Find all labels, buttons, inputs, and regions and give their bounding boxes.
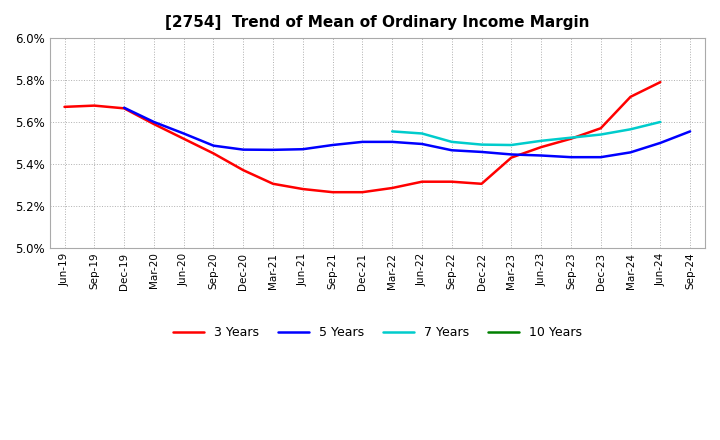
5 Years bbox=[209, 143, 217, 148]
7 Years bbox=[447, 139, 456, 144]
5 Years bbox=[537, 153, 546, 158]
5 Years bbox=[150, 119, 158, 125]
Line: 3 Years: 3 Years bbox=[65, 82, 660, 192]
Legend: 3 Years, 5 Years, 7 Years, 10 Years: 3 Years, 5 Years, 7 Years, 10 Years bbox=[168, 321, 587, 344]
3 Years bbox=[418, 179, 426, 184]
7 Years bbox=[537, 138, 546, 143]
5 Years bbox=[299, 147, 307, 152]
3 Years bbox=[656, 80, 665, 85]
5 Years bbox=[358, 139, 366, 144]
5 Years bbox=[626, 150, 635, 155]
5 Years bbox=[179, 131, 188, 136]
5 Years bbox=[447, 147, 456, 153]
5 Years bbox=[685, 129, 694, 134]
Line: 7 Years: 7 Years bbox=[392, 122, 660, 145]
Line: 5 Years: 5 Years bbox=[124, 108, 690, 157]
5 Years bbox=[328, 143, 337, 148]
3 Years bbox=[328, 190, 337, 195]
5 Years bbox=[507, 152, 516, 157]
3 Years bbox=[388, 185, 397, 191]
5 Years bbox=[656, 140, 665, 146]
7 Years bbox=[388, 129, 397, 134]
Title: [2754]  Trend of Mean of Ordinary Income Margin: [2754] Trend of Mean of Ordinary Income … bbox=[165, 15, 590, 30]
3 Years bbox=[477, 181, 486, 187]
3 Years bbox=[60, 104, 69, 110]
5 Years bbox=[269, 147, 277, 153]
3 Years bbox=[209, 151, 217, 156]
3 Years bbox=[150, 121, 158, 127]
7 Years bbox=[596, 132, 605, 137]
7 Years bbox=[567, 135, 575, 140]
7 Years bbox=[626, 127, 635, 132]
3 Years bbox=[567, 136, 575, 141]
3 Years bbox=[179, 136, 188, 141]
3 Years bbox=[358, 190, 366, 195]
5 Years bbox=[477, 149, 486, 154]
5 Years bbox=[567, 154, 575, 160]
3 Years bbox=[596, 125, 605, 131]
5 Years bbox=[388, 139, 397, 144]
3 Years bbox=[239, 168, 248, 173]
7 Years bbox=[477, 142, 486, 147]
7 Years bbox=[418, 131, 426, 136]
7 Years bbox=[507, 143, 516, 148]
7 Years bbox=[656, 119, 665, 125]
5 Years bbox=[239, 147, 248, 152]
5 Years bbox=[120, 105, 128, 110]
5 Years bbox=[418, 141, 426, 147]
3 Years bbox=[507, 155, 516, 160]
3 Years bbox=[90, 103, 99, 108]
3 Years bbox=[269, 181, 277, 187]
3 Years bbox=[626, 94, 635, 99]
5 Years bbox=[596, 154, 605, 160]
3 Years bbox=[447, 179, 456, 184]
3 Years bbox=[537, 144, 546, 150]
3 Years bbox=[299, 187, 307, 192]
3 Years bbox=[120, 106, 128, 111]
